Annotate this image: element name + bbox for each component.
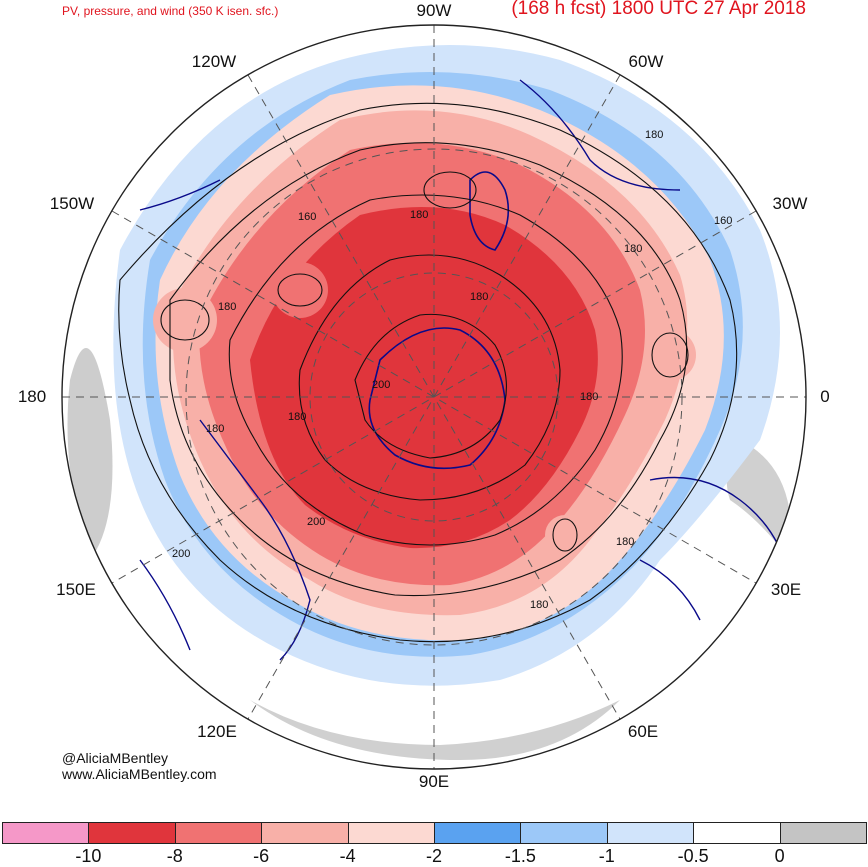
forecast-time-title: (168 h fcst) 1800 UTC 27 Apr 2018 — [511, 0, 806, 19]
colorbar: -10 -8 -6 -4 -2 -1.5 -1 -0.5 0 — [0, 822, 868, 866]
colorbar-bin — [262, 823, 349, 843]
colorbar-bin — [780, 823, 868, 843]
pv-lobe-southeast — [545, 515, 585, 555]
gray-patch-south — [250, 700, 620, 760]
lon-label-150e: 150E — [56, 580, 96, 599]
pv-lobe-northwest — [272, 262, 328, 318]
contour-label: 180 — [410, 209, 428, 221]
lon-label-0: 0 — [820, 387, 830, 406]
lon-label-120w: 120W — [191, 52, 237, 71]
colorbar-tick-label: -4 — [339, 846, 356, 866]
pv-lobe-east — [644, 329, 696, 381]
contour-label: 160 — [714, 215, 732, 227]
credit-twitter: @AliciaMBentley — [62, 750, 169, 766]
coastline-asia — [139, 419, 311, 661]
polar-map: 160 180 180 160 180 180 180 200 180 180 … — [61, 24, 807, 770]
contour-label: 180 — [206, 423, 224, 435]
contour-label: 200 — [307, 516, 325, 528]
coastline-north-america — [139, 79, 681, 211]
pressure-contours — [118, 102, 738, 643]
coastline-arctic — [368, 327, 506, 470]
colorbar-tick-label: -10 — [75, 846, 102, 866]
contour-label: 200 — [172, 548, 190, 560]
colorbar-tick-label: 0 — [774, 846, 785, 866]
contour-label: 180 — [645, 129, 663, 141]
gray-patch-east — [726, 440, 792, 560]
contour-label: 180 — [580, 391, 598, 403]
colorbar-bin — [3, 823, 90, 843]
map-title: PV, pressure, and wind (350 K isen. sfc.… — [62, 4, 279, 18]
lon-label-120e: 120E — [197, 722, 237, 741]
pv-lobe-west — [153, 288, 217, 352]
contour-label: 180 — [530, 599, 548, 611]
contour-label: 160 — [298, 211, 316, 223]
colorbar-bin — [694, 823, 781, 843]
colorbar-tick-label: -1.5 — [504, 846, 536, 866]
pv-deep-red — [250, 207, 598, 549]
contour-label: 180 — [624, 243, 642, 255]
colorbar-tick-label: -8 — [166, 846, 183, 866]
colorbar-bin — [435, 823, 522, 843]
contour-label: 180 — [616, 536, 634, 548]
colorbar-bin — [89, 823, 176, 843]
colorbar-bin — [521, 823, 608, 843]
lon-label-90w: 90W — [416, 1, 452, 20]
lon-label-60w: 60W — [628, 52, 664, 71]
colorbar-bin — [348, 823, 436, 843]
lon-label-180: 180 — [17, 387, 47, 406]
contour-label: 180 — [218, 301, 236, 313]
lon-label-90e: 90E — [418, 772, 450, 791]
colorbar-tick-label: -0.5 — [677, 846, 709, 866]
coastline-greenland — [469, 171, 510, 251]
colorbar-tick-label: -2 — [425, 846, 443, 866]
lon-label-30w: 30W — [772, 194, 808, 213]
colorbar-tick-label: -1 — [598, 846, 615, 866]
credit-website: www.AliciaMBentley.com — [62, 766, 217, 782]
colorbar-bin — [607, 823, 695, 843]
graticule — [62, 25, 806, 769]
colorbar-bin — [175, 823, 263, 843]
lon-label-150w: 150W — [49, 194, 95, 213]
contour-label: 180 — [470, 291, 488, 303]
lon-label-30e: 30E — [770, 580, 802, 599]
contour-label: 200 — [372, 379, 390, 391]
colorbar-tick-label: -6 — [253, 846, 270, 866]
contour-label: 180 — [288, 411, 306, 423]
colorbar-bins — [2, 822, 868, 844]
map-boundary — [61, 24, 807, 770]
contour-label-group: 160 180 180 160 180 180 180 200 180 180 … — [172, 129, 732, 611]
lon-label-60e: 60E — [627, 722, 659, 741]
